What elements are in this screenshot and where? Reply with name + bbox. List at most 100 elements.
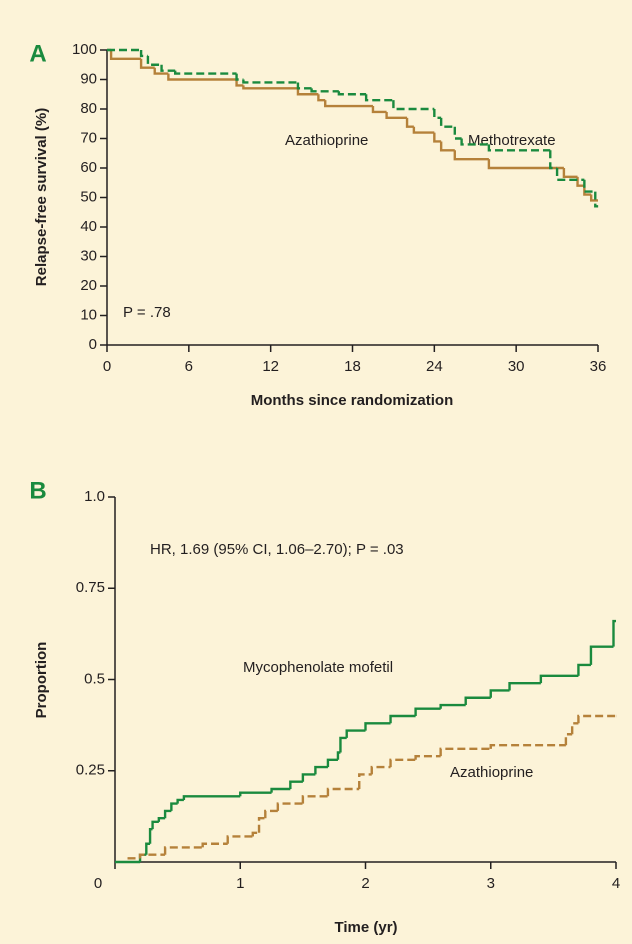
survival-step <box>589 645 614 665</box>
x-tick-label: 0 <box>94 875 102 892</box>
y-tick-label: 100 <box>72 41 97 58</box>
annotation: Mycophenolate mofetil <box>243 659 393 676</box>
y-axis-label: Relapse-free survival (%) <box>33 108 50 286</box>
survival-step <box>487 159 564 170</box>
survival-step <box>439 703 466 709</box>
survival-step <box>549 150 558 170</box>
panel-letter: B <box>29 477 46 504</box>
survival-step <box>276 802 303 811</box>
survival-step <box>160 64 176 72</box>
survival-step <box>345 729 366 738</box>
survival-step <box>176 798 184 804</box>
survival-step <box>317 94 326 102</box>
survival-step <box>296 88 319 96</box>
survival-step <box>564 733 573 746</box>
panel-letter: A <box>29 40 46 67</box>
annotation: Azathioprine <box>450 764 533 781</box>
annotation: Methotrexate <box>468 132 556 149</box>
survival-step <box>562 168 578 179</box>
survival-step <box>139 58 155 69</box>
survival-step <box>336 751 341 760</box>
survival-step <box>314 765 328 775</box>
survival-step <box>242 79 298 84</box>
y-tick-label: 10 <box>80 306 97 323</box>
survival-step <box>589 194 598 202</box>
y-tick-label: 0.75 <box>76 579 105 596</box>
survival-step <box>460 138 489 146</box>
survival-step <box>439 117 455 128</box>
survival-step <box>239 791 272 797</box>
x-tick-label: 0 <box>103 358 111 375</box>
survival-step <box>594 191 598 208</box>
survival-step <box>157 817 166 822</box>
survival-step <box>251 831 260 837</box>
survival-step <box>414 754 441 760</box>
x-tick-label: 36 <box>590 358 607 375</box>
y-axis-label: Proportion <box>33 642 50 719</box>
survival-step <box>235 73 244 81</box>
y-tick-label: 60 <box>80 159 97 176</box>
y-tick-label: 0 <box>89 336 97 353</box>
survival-step <box>146 55 162 66</box>
survival-step <box>464 696 491 706</box>
y-tick-label: 70 <box>80 129 97 146</box>
survival-step <box>324 100 373 108</box>
survival-step <box>358 773 372 789</box>
x-tick-label: 4 <box>612 875 620 892</box>
x-tick-label: 1 <box>236 875 244 892</box>
survival-step <box>583 179 596 193</box>
survival-step <box>139 50 148 58</box>
x-tick-label: 24 <box>426 358 443 375</box>
y-tick-label: 1.0 <box>84 488 105 505</box>
y-tick-label: 0.5 <box>84 670 105 687</box>
survival-step <box>489 744 566 749</box>
survival-step <box>570 722 579 735</box>
survival-step <box>270 787 291 793</box>
survival-step <box>170 802 178 811</box>
survival-step <box>301 795 328 804</box>
survival-step <box>576 176 585 187</box>
survival-step <box>612 619 616 647</box>
survival-step <box>289 780 303 789</box>
survival-step <box>339 736 347 753</box>
survival-step <box>153 67 169 75</box>
survival-step <box>489 689 510 698</box>
survival-step <box>555 168 585 181</box>
survival-step <box>264 809 278 819</box>
survival-step <box>148 827 153 844</box>
survival-step <box>163 846 203 855</box>
survival-step <box>392 100 435 111</box>
y-tick-label: 80 <box>80 100 97 117</box>
survival-step <box>577 663 591 676</box>
survival-step <box>487 144 551 152</box>
survival-step <box>389 714 416 724</box>
x-tick-label: 30 <box>508 358 525 375</box>
x-axis-label: Months since randomization <box>251 392 454 409</box>
survival-step <box>439 141 455 152</box>
y-tick-label: 30 <box>80 247 97 264</box>
survival-step <box>326 758 338 768</box>
survival-step <box>163 809 172 819</box>
survival-step <box>539 674 579 684</box>
survival-step <box>226 835 253 844</box>
survival-step <box>433 132 442 143</box>
survival-step <box>405 117 414 128</box>
survival-step <box>109 50 142 61</box>
x-axis-label: Time (yr) <box>334 919 397 936</box>
survival-step <box>167 73 237 81</box>
survival-step <box>145 842 151 855</box>
survival-step <box>508 681 541 691</box>
survival-step <box>296 82 312 90</box>
survival-step <box>235 79 244 87</box>
x-tick-label: 12 <box>262 358 279 375</box>
x-tick-label: 3 <box>487 875 495 892</box>
survival-step <box>577 714 616 724</box>
survival-step <box>453 150 489 161</box>
annotation: Azathioprine <box>285 132 368 149</box>
survival-step <box>201 842 228 848</box>
survival-step <box>453 126 462 140</box>
survival-step <box>370 765 391 775</box>
y-tick-label: 0.25 <box>76 762 105 779</box>
survival-step <box>310 88 339 93</box>
